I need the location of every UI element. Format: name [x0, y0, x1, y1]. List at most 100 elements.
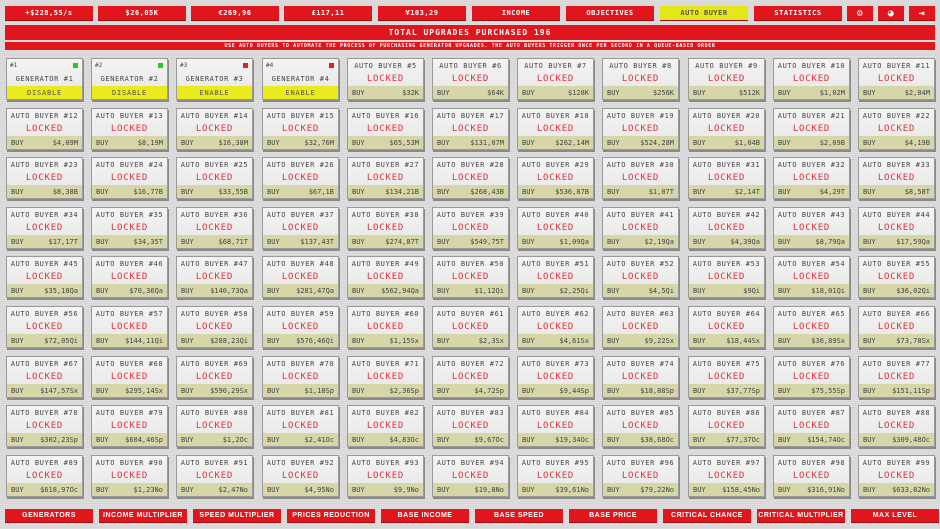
buy-button[interactable]: BUY $1,15Sx — [348, 334, 423, 347]
buy-button[interactable]: BUY $79,22No — [603, 483, 678, 496]
buy-button[interactable]: BUY $536,87B — [518, 185, 593, 198]
buy-button[interactable]: BUY $4,09M — [7, 136, 82, 149]
buy-button[interactable]: BUY $633,82No — [859, 483, 934, 496]
buy-button[interactable]: BUY $1,09Qa — [518, 235, 593, 248]
buy-button[interactable]: BUY $562,94Qa — [348, 284, 423, 297]
buy-button[interactable]: BUY $590,29Sx — [177, 384, 252, 397]
buy-button[interactable]: BUY $9,9No — [348, 483, 423, 496]
auto-buyer-tab[interactable]: AUTO BUYER — [660, 6, 748, 21]
buy-button[interactable]: BUY $2,41Oc — [263, 433, 338, 446]
buy-button[interactable]: BUY $4,19B — [859, 136, 934, 149]
buy-button[interactable]: BUY $33,55B — [177, 185, 252, 198]
buy-button[interactable]: BUY $4,39Qa — [689, 235, 764, 248]
buy-button[interactable]: BUY $144,11Qi — [92, 334, 167, 347]
buy-button[interactable]: BUY $70,36Qa — [92, 284, 167, 297]
buy-button[interactable]: BUY $18,01Qi — [774, 284, 849, 297]
buy-button[interactable]: BUY $262,14M — [518, 136, 593, 149]
buy-button[interactable]: BUY $131,07M — [433, 136, 508, 149]
buy-button[interactable]: BUY $77,37Oc — [689, 433, 764, 446]
enable-button[interactable]: ENABLE — [177, 86, 252, 99]
buy-button[interactable]: BUY $1,07T — [603, 185, 678, 198]
income-rate[interactable]: +$228,55/s — [5, 6, 93, 21]
buy-button[interactable]: BUY $549,75T — [433, 235, 508, 248]
buy-button[interactable]: BUY $512K — [689, 86, 764, 99]
bottom-tab-prices-reduction[interactable]: PRICES REDUCTION — [287, 509, 375, 523]
dollar-balance[interactable]: $26,05K — [98, 6, 186, 21]
buy-button[interactable]: BUY $9,67Oc — [433, 433, 508, 446]
buy-button[interactable]: BUY $2,04M — [859, 86, 934, 99]
buy-button[interactable]: BUY $137,43T — [263, 235, 338, 248]
buy-button[interactable]: BUY $67,1B — [263, 185, 338, 198]
buy-button[interactable]: BUY $1,12Qi — [433, 284, 508, 297]
buy-button[interactable]: BUY $34,35T — [92, 235, 167, 248]
buy-button[interactable]: BUY $17,59Qa — [859, 235, 934, 248]
buy-button[interactable]: BUY $8,19M — [92, 136, 167, 149]
buy-button[interactable]: BUY $147,57Sx — [7, 384, 82, 397]
disable-button[interactable]: DISABLE — [7, 86, 82, 99]
buy-button[interactable]: BUY $4,95No — [263, 483, 338, 496]
buy-button[interactable]: BUY $9,22Sx — [603, 334, 678, 347]
buy-button[interactable]: BUY $2,25Qi — [518, 284, 593, 297]
buy-button[interactable]: BUY $16,77B — [92, 185, 167, 198]
buy-button[interactable]: BUY $2,14T — [689, 185, 764, 198]
bottom-tab-speed-multiplier[interactable]: SPEED MULTIPLIER — [193, 509, 281, 523]
buy-button[interactable]: BUY $151,11Sp — [859, 384, 934, 397]
buy-button[interactable]: BUY $4,5Qi — [603, 284, 678, 297]
buy-button[interactable]: BUY $2,3Sx — [433, 334, 508, 347]
exit-button[interactable]: ⇥ — [909, 6, 935, 21]
enable-button[interactable]: ENABLE — [263, 86, 338, 99]
buy-button[interactable]: BUY $604,46Sp — [92, 433, 167, 446]
buy-button[interactable]: BUY $17,17T — [7, 235, 82, 248]
buy-button[interactable]: BUY $1,18Sp — [263, 384, 338, 397]
buy-button[interactable]: BUY $1,23No — [92, 483, 167, 496]
yen-balance[interactable]: ¥103,29 — [378, 6, 466, 21]
buy-button[interactable]: BUY $72,05Qi — [7, 334, 82, 347]
pound-balance[interactable]: £117,11 — [284, 6, 372, 21]
buy-button[interactable]: BUY $4,83Oc — [348, 433, 423, 446]
gear-button[interactable]: ⚙ — [847, 6, 873, 21]
buy-button[interactable]: BUY $576,46Qi — [263, 334, 338, 347]
buy-button[interactable]: BUY $2,19Qa — [603, 235, 678, 248]
buy-button[interactable]: BUY $64K — [433, 86, 508, 99]
buy-button[interactable]: BUY $128K — [518, 86, 593, 99]
buy-button[interactable]: BUY $2,36Sp — [348, 384, 423, 397]
objectives-tab[interactable]: OBJECTIVES — [566, 6, 654, 21]
buy-button[interactable]: BUY $302,23Sp — [7, 433, 82, 446]
buy-button[interactable]: BUY $19,8No — [433, 483, 508, 496]
buy-button[interactable]: BUY $39,61No — [518, 483, 593, 496]
buy-button[interactable]: BUY $309,48Oc — [859, 433, 934, 446]
buy-button[interactable]: BUY $36,02Qi — [859, 284, 934, 297]
buy-button[interactable]: BUY $154,74Oc — [774, 433, 849, 446]
buy-button[interactable]: BUY $4,72Sp — [433, 384, 508, 397]
buy-button[interactable]: BUY $274,87T — [348, 235, 423, 248]
buy-button[interactable]: BUY $68,71T — [177, 235, 252, 248]
steam-button[interactable]: ◕ — [878, 6, 904, 21]
euro-balance[interactable]: €269,96 — [191, 6, 279, 21]
buy-button[interactable]: BUY $1,2Oc — [177, 433, 252, 446]
buy-button[interactable]: BUY $65,53M — [348, 136, 423, 149]
buy-button[interactable]: BUY $158,45No — [689, 483, 764, 496]
buy-button[interactable]: BUY $268,43B — [433, 185, 508, 198]
buy-button[interactable]: BUY $288,23Qi — [177, 334, 252, 347]
buy-button[interactable]: BUY $256K — [603, 86, 678, 99]
buy-button[interactable]: BUY $1,02M — [774, 86, 849, 99]
buy-button[interactable]: BUY $316,91No — [774, 483, 849, 496]
statistics-tab[interactable]: STATISTICS — [754, 6, 842, 21]
bottom-tab-income-multiplier[interactable]: INCOME MULTIPLIER — [99, 509, 187, 523]
buy-button[interactable]: BUY $4,61Sx — [518, 334, 593, 347]
buy-button[interactable]: BUY $2,47No — [177, 483, 252, 496]
buy-button[interactable]: BUY $18,88Sp — [603, 384, 678, 397]
buy-button[interactable]: BUY $9Qi — [689, 284, 764, 297]
buy-button[interactable]: BUY $4,29T — [774, 185, 849, 198]
bottom-tab-max-level[interactable]: MAX LEVEL — [851, 509, 939, 523]
bottom-tab-critical-chance[interactable]: CRITICAL CHANCE — [663, 509, 751, 523]
buy-button[interactable]: BUY $32K — [348, 86, 423, 99]
bottom-tab-critical-multiplier[interactable]: CRITICAL MULTIPLIER — [757, 509, 845, 523]
income-tab[interactable]: INCOME — [472, 6, 560, 21]
buy-button[interactable]: BUY $18,44Sx — [689, 334, 764, 347]
bottom-tab-base-income[interactable]: BASE INCOME — [381, 509, 469, 523]
buy-button[interactable]: BUY $8,38B — [7, 185, 82, 198]
buy-button[interactable]: BUY $73,78Sx — [859, 334, 934, 347]
buy-button[interactable]: BUY $134,21B — [348, 185, 423, 198]
bottom-tab-base-price[interactable]: BASE PRICE — [569, 509, 657, 523]
